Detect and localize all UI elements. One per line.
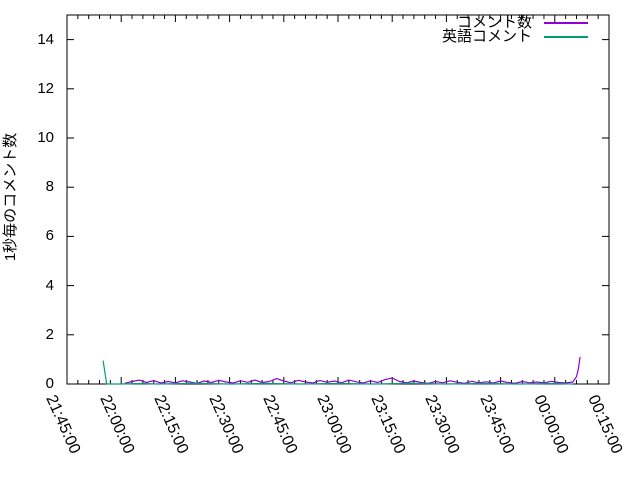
y-tick-label: 8 <box>45 178 54 196</box>
legend-label-english-comments: 英語コメント <box>441 28 532 45</box>
legend-item-comments: コメント数 <box>390 14 588 31</box>
series-line-コメント数 <box>124 356 581 384</box>
legend-line-sample-comments <box>544 22 588 24</box>
y-tick-label: 2 <box>45 325 54 343</box>
y-tick-label: 6 <box>45 227 54 245</box>
legend-item-english-comments: 英語コメント <box>390 28 588 45</box>
y-tick-label: 0 <box>45 375 54 392</box>
legend: コメント数 英語コメント <box>390 14 588 45</box>
y-tick-label: 10 <box>37 129 54 146</box>
legend-line-sample-english-comments <box>544 36 588 38</box>
y-tick-label: 14 <box>37 30 54 48</box>
plot-border <box>66 14 610 385</box>
y-tick-label: 12 <box>37 79 54 97</box>
legend-label-comments: コメント数 <box>456 14 532 31</box>
series-line-英語コメント <box>102 360 573 385</box>
y-tick-label: 4 <box>45 276 54 294</box>
